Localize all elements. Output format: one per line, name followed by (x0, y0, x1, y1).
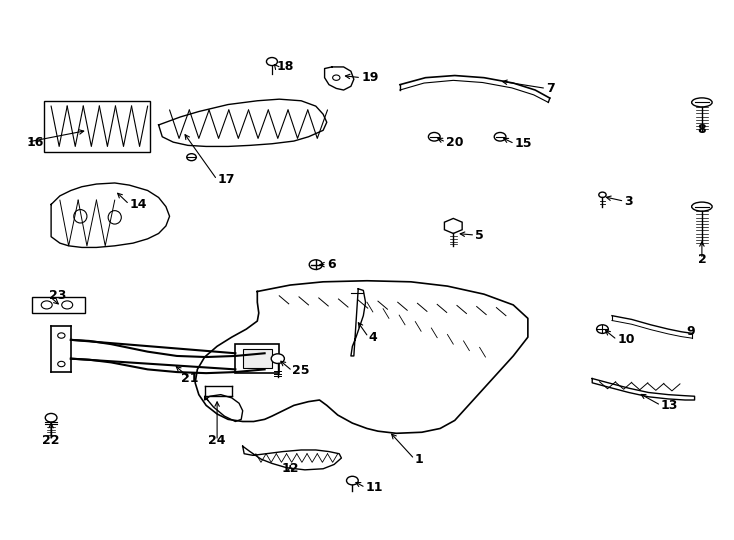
Bar (243, 349, 272, 368)
Ellipse shape (41, 301, 52, 309)
Text: 21: 21 (181, 372, 199, 385)
Text: 15: 15 (515, 137, 532, 150)
Ellipse shape (346, 476, 358, 485)
Ellipse shape (58, 333, 65, 338)
Text: 24: 24 (208, 434, 226, 447)
Ellipse shape (266, 58, 277, 65)
Text: 14: 14 (129, 198, 147, 211)
Ellipse shape (333, 75, 340, 80)
Text: 16: 16 (27, 136, 44, 148)
Text: 6: 6 (327, 258, 335, 271)
Text: 11: 11 (366, 481, 383, 494)
Text: 1: 1 (415, 453, 424, 465)
Ellipse shape (108, 211, 121, 224)
Ellipse shape (599, 192, 606, 198)
Ellipse shape (62, 301, 73, 309)
Text: 10: 10 (617, 333, 635, 346)
Text: 13: 13 (661, 399, 678, 412)
Text: 22: 22 (43, 434, 60, 447)
Text: 5: 5 (475, 228, 484, 241)
Bar (236, 343, 279, 373)
Ellipse shape (74, 210, 87, 223)
Ellipse shape (271, 354, 284, 363)
Text: 25: 25 (292, 364, 310, 377)
Text: 12: 12 (281, 462, 299, 475)
Ellipse shape (46, 414, 57, 422)
Text: 3: 3 (625, 195, 633, 208)
Text: 23: 23 (49, 289, 66, 302)
Text: 7: 7 (546, 82, 555, 95)
Text: 17: 17 (217, 173, 235, 186)
Ellipse shape (58, 361, 65, 367)
Bar (32, 297, 84, 313)
Text: 19: 19 (361, 71, 379, 84)
Text: 20: 20 (446, 136, 463, 148)
Ellipse shape (691, 98, 712, 107)
Text: 4: 4 (368, 330, 377, 343)
Ellipse shape (186, 154, 196, 161)
Text: 8: 8 (697, 123, 706, 136)
Ellipse shape (429, 132, 440, 141)
Text: 18: 18 (276, 60, 294, 73)
Ellipse shape (309, 260, 322, 269)
Ellipse shape (494, 132, 506, 141)
Ellipse shape (597, 325, 608, 333)
Ellipse shape (691, 202, 712, 211)
Text: 9: 9 (686, 325, 694, 338)
Text: 2: 2 (697, 253, 706, 266)
Bar (44, 101, 150, 152)
